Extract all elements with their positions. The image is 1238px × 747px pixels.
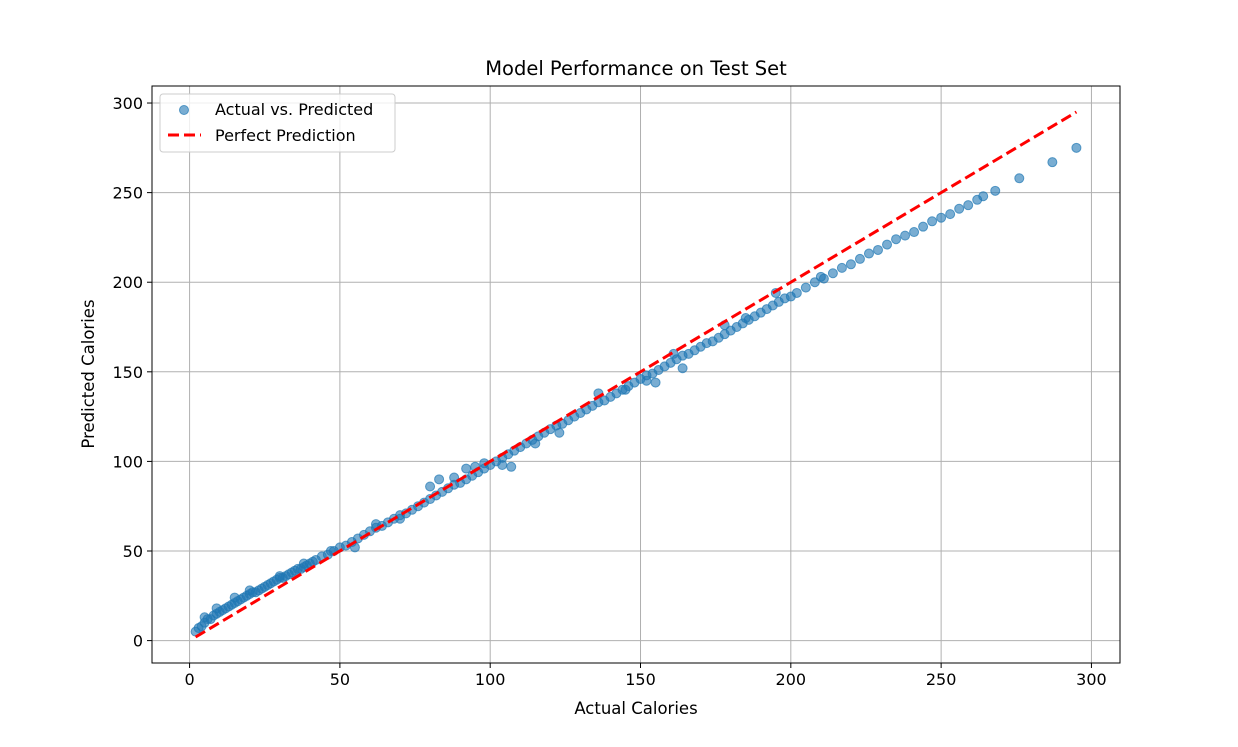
scatter-point	[891, 234, 902, 245]
scatter-point	[978, 191, 989, 202]
legend-label-perfect-prediction: Perfect Prediction	[215, 126, 356, 145]
y-axis-ticks: 0 50 100 150 200 250 300	[112, 94, 152, 651]
y-tick-label: 300	[112, 94, 143, 113]
x-tick-label: 100	[475, 670, 506, 689]
scatter-point	[325, 546, 336, 557]
x-tick-label: 150	[625, 670, 656, 689]
scatter-point	[641, 375, 652, 386]
x-axis-ticks: 0 50 100 150 200 250 300	[184, 663, 1107, 689]
x-tick-label: 0	[184, 670, 194, 689]
y-tick-label: 150	[112, 363, 143, 382]
scatter-point	[449, 472, 460, 483]
chart-title: Model Performance on Test Set	[485, 57, 787, 80]
scatter-point	[461, 463, 472, 474]
scatter-point	[954, 203, 965, 214]
scatter-point	[244, 585, 255, 596]
scatter-point	[882, 239, 893, 250]
scatter-point	[1071, 142, 1082, 153]
scatter-point	[873, 244, 883, 255]
scatter-point	[815, 271, 826, 282]
y-tick-label: 250	[112, 184, 143, 203]
scatter-point	[497, 459, 508, 470]
y-tick-label: 50	[123, 542, 143, 561]
x-tick-label: 300	[1076, 670, 1107, 689]
perfect-prediction-line-layer	[194, 110, 1078, 639]
scatter-point	[199, 612, 210, 623]
scatter-point	[900, 230, 911, 241]
y-tick-label: 0	[133, 632, 143, 651]
scatter-point	[836, 262, 847, 273]
scatter-point	[936, 212, 947, 223]
grid-lines	[152, 86, 1120, 663]
scatter-point	[945, 209, 956, 220]
scatter-point	[827, 268, 838, 279]
scatter-point	[791, 287, 802, 298]
legend-box	[159, 93, 396, 153]
scatter-point	[990, 185, 1001, 196]
scatter-point	[963, 200, 974, 211]
scatter-point	[298, 558, 309, 569]
scatter-point	[554, 427, 565, 438]
perfect-prediction-line	[194, 110, 1078, 639]
x-tick-label: 200	[776, 670, 807, 689]
scatter-point	[506, 461, 517, 472]
scatter-point	[620, 384, 631, 395]
scatter-point	[1014, 173, 1025, 184]
scatter-point	[918, 221, 929, 232]
scatter-point	[1047, 157, 1058, 168]
scatter-point	[211, 603, 222, 614]
scatter-point	[425, 481, 436, 492]
scatter-point	[845, 259, 856, 270]
scatter-point	[530, 438, 541, 449]
legend-scatter-marker	[179, 105, 189, 115]
scatter-point	[863, 248, 874, 259]
scatter-point	[927, 216, 938, 227]
scatter-point	[909, 227, 920, 238]
scatter-point	[854, 253, 865, 264]
x-tick-label: 50	[330, 670, 350, 689]
plot-frame	[151, 85, 1121, 664]
scatter-point	[677, 363, 688, 374]
x-tick-label: 250	[926, 670, 957, 689]
y-tick-label: 100	[112, 452, 143, 471]
scatter-point	[229, 592, 240, 603]
legend-label-actual-vs-predicted: Actual vs. Predicted	[215, 100, 373, 119]
scatter-point	[274, 571, 285, 582]
scatter-point	[650, 377, 661, 388]
x-axis-label: Actual Calories	[574, 699, 697, 718]
legend: Actual vs. Predicted Perfect Prediction	[159, 93, 396, 153]
scatter-point	[740, 313, 751, 324]
y-tick-label: 200	[112, 273, 143, 292]
scatter-point	[434, 474, 445, 485]
scatter-point	[800, 282, 811, 293]
scatter-points	[190, 142, 1082, 637]
y-axis-label: Predicted Calories	[79, 299, 98, 448]
